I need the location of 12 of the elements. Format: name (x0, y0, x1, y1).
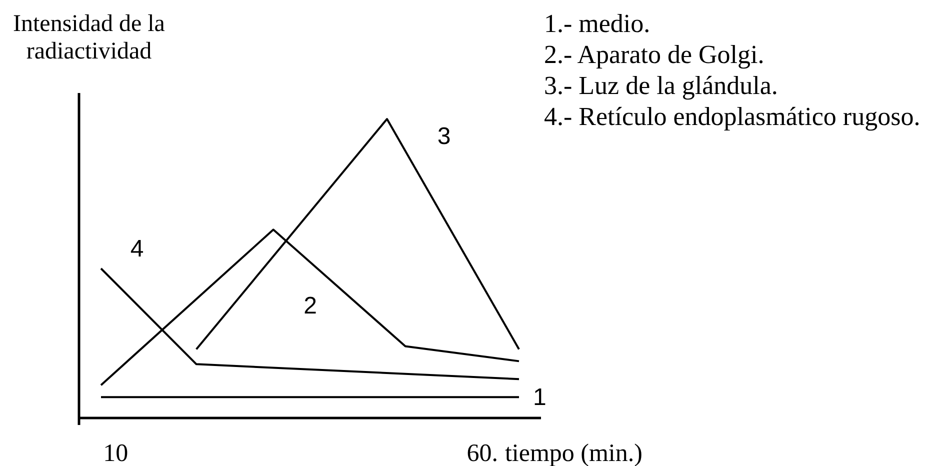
series-label: 3 (437, 122, 451, 150)
series-label: 2 (304, 292, 318, 320)
text: 3.- Luz de la glándula. (544, 71, 778, 100)
series-label: 4 (130, 235, 144, 262)
x-tick-label: 60. (466, 440, 498, 466)
x-axis-title: tiempo (min.) (504, 440, 642, 466)
series-label: 1 (533, 384, 546, 411)
text: 4.- Retículo endoplasmático rugoso. (544, 102, 920, 131)
x-tick-label: 10 (103, 440, 128, 466)
text: 2.- Aparato de Golgi. (544, 40, 764, 69)
y-axis-title: Intensidad de la radiactividad (13, 11, 166, 64)
text: 1.- medio. (544, 9, 650, 38)
